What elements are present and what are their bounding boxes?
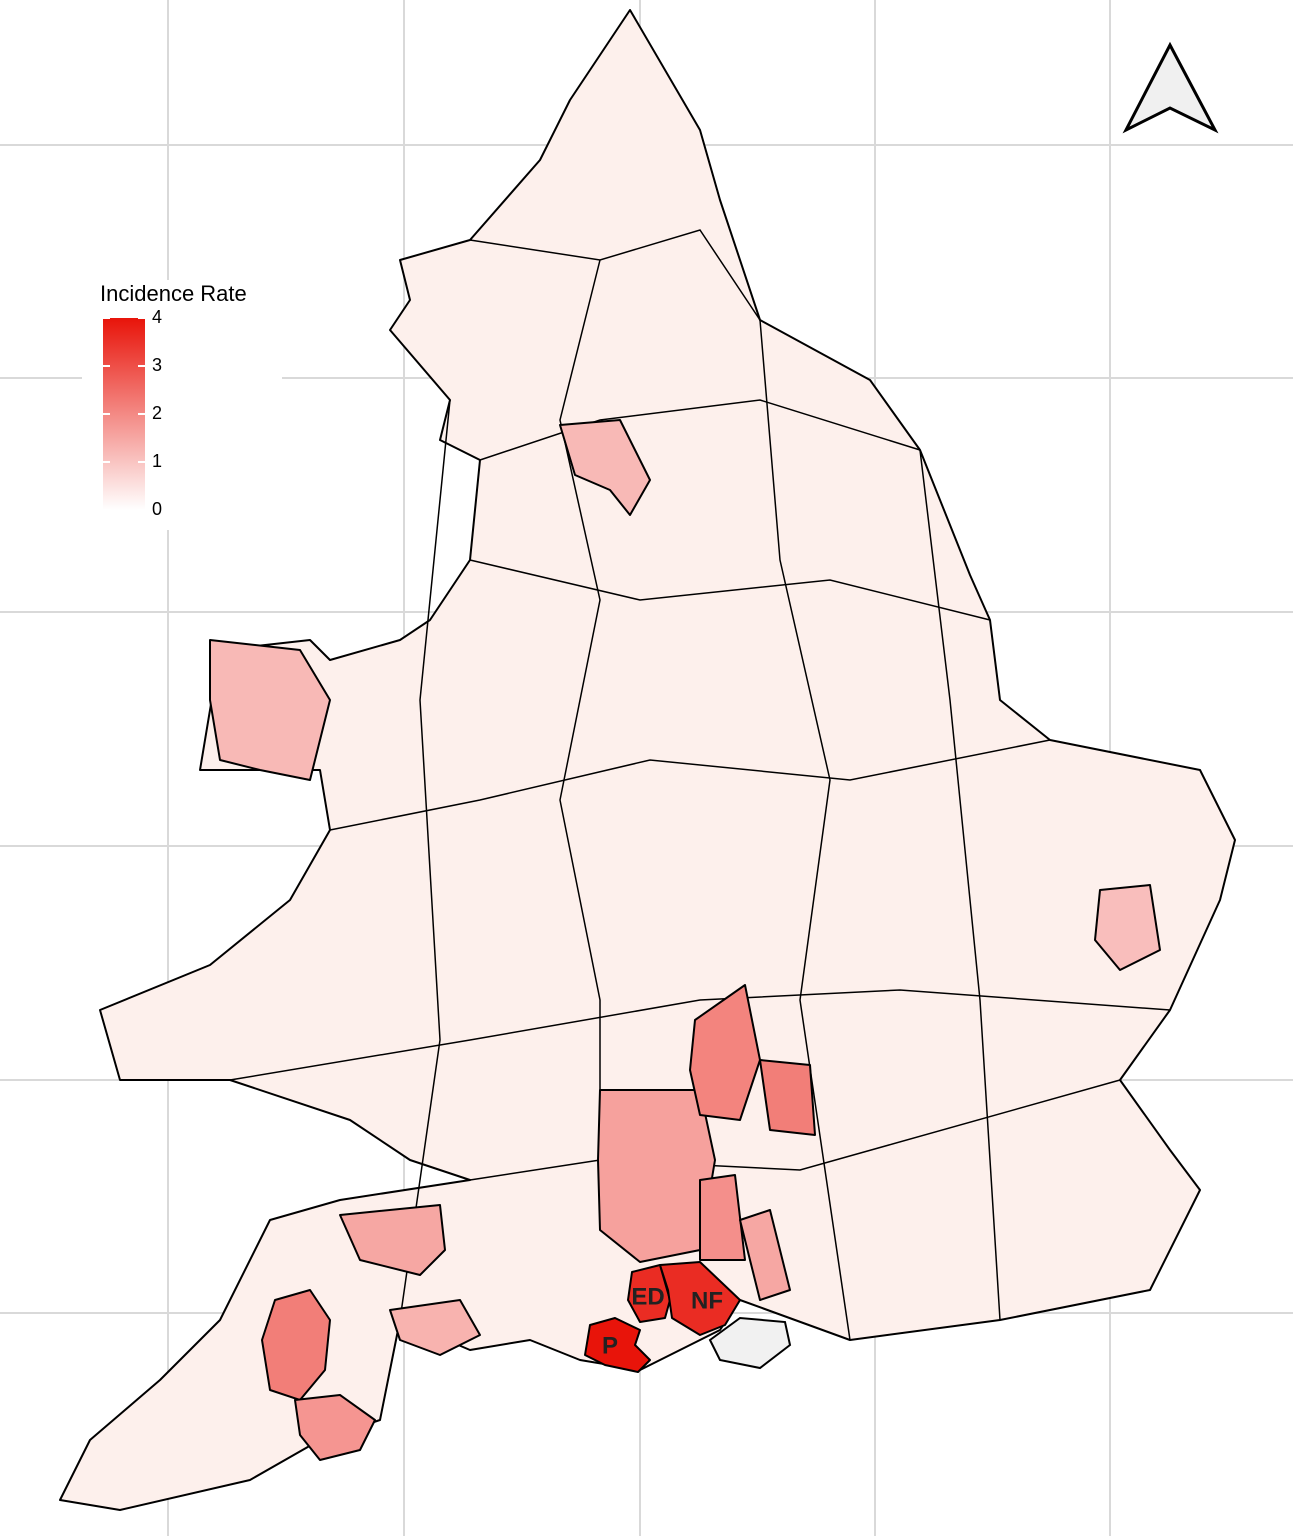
- border: [329, 739, 1051, 831]
- area: [294, 1394, 376, 1461]
- area-label: NF: [691, 1287, 723, 1314]
- north-arrow: [1122, 41, 1219, 134]
- legend-tick-label: 2: [152, 403, 162, 423]
- area: [261, 1289, 331, 1401]
- legend-tick-label: 0: [152, 499, 162, 519]
- area: [339, 1204, 446, 1276]
- area: [209, 639, 331, 781]
- area: [699, 1174, 746, 1261]
- area: [584, 1317, 651, 1373]
- area: [389, 1299, 481, 1356]
- island-no-data: [708, 1316, 792, 1370]
- legend-tick-label: 4: [152, 307, 162, 327]
- area-label: ED: [631, 1283, 664, 1310]
- border: [469, 229, 761, 321]
- border: [479, 399, 921, 461]
- border: [559, 259, 601, 1160]
- area: [1094, 884, 1161, 971]
- legend: 0 1 2 3 4: [103, 307, 162, 519]
- border: [399, 399, 451, 1321]
- border: [469, 559, 991, 621]
- area: [597, 1089, 716, 1263]
- border: [229, 989, 1171, 1081]
- area: [759, 1059, 816, 1136]
- border: [919, 449, 1001, 1321]
- area: [559, 419, 651, 516]
- legend-tick-label: 3: [152, 355, 162, 375]
- border: [759, 319, 851, 1341]
- legend-title: Incidence Rate: [100, 281, 247, 306]
- legend-tick-label: 1: [152, 451, 162, 471]
- area: [689, 984, 761, 1121]
- area: [659, 1261, 741, 1336]
- area-label: P: [602, 1332, 618, 1359]
- shaded-areas: P ED NF: [209, 419, 1161, 1461]
- area: [739, 1209, 791, 1301]
